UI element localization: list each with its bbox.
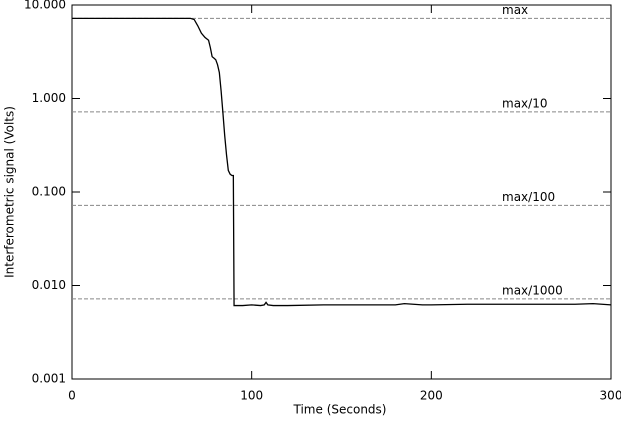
reference-label: max [502, 3, 528, 17]
x-tick-label: 0 [68, 389, 76, 403]
y-tick-label: 10.000 [24, 0, 66, 12]
y-tick-label: 0.001 [32, 372, 66, 386]
y-tick-label: 0.010 [32, 278, 66, 292]
reference-label: max/1000 [502, 283, 563, 297]
x-tick-label: 100 [240, 389, 263, 403]
x-tick-label: 200 [420, 389, 443, 403]
data-line [72, 17, 612, 307]
y-axis-label: Interferometric signal (Volts) [3, 106, 17, 278]
reference-label: max/10 [502, 96, 547, 110]
x-tick-label: 300 [600, 389, 621, 403]
x-axis-label: Time (Seconds) [293, 403, 387, 417]
y-tick-label: 0.100 [32, 185, 66, 199]
y-tick-label: 1.000 [32, 91, 66, 105]
reference-label: max/100 [502, 190, 555, 204]
